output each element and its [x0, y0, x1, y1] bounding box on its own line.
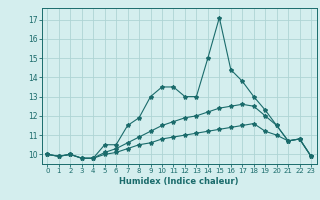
X-axis label: Humidex (Indice chaleur): Humidex (Indice chaleur) [119, 177, 239, 186]
